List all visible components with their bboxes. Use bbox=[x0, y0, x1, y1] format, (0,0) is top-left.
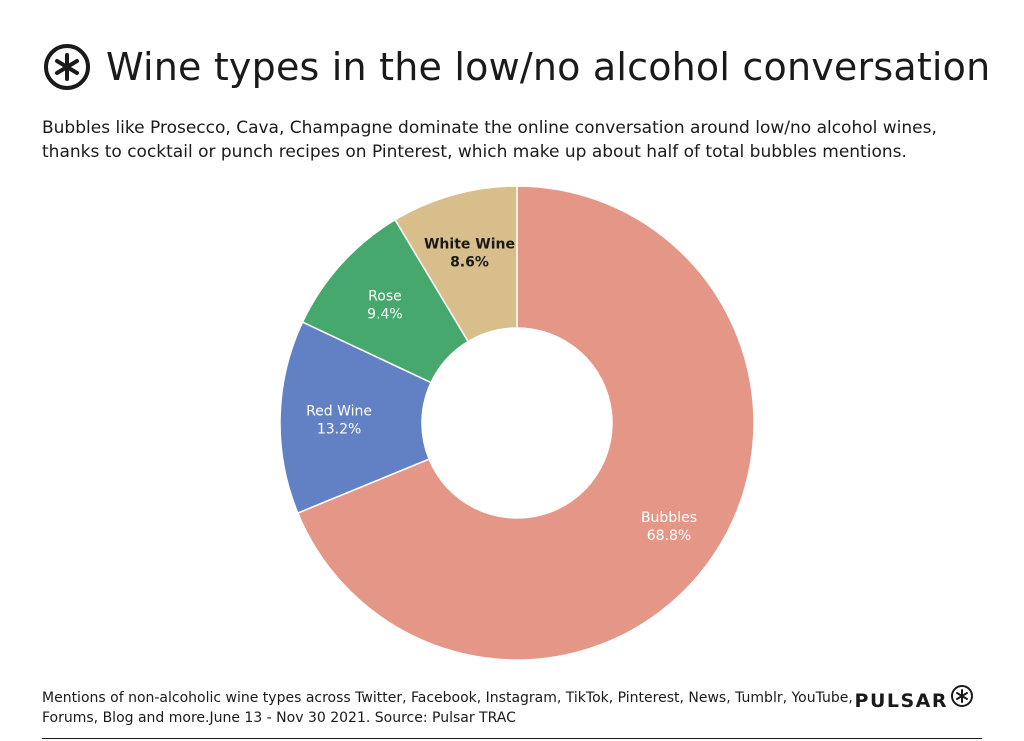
asterisk-circle-icon bbox=[951, 685, 973, 707]
slice-label-rose: Rose bbox=[368, 289, 402, 305]
slice-label-white-wine: White Wine bbox=[424, 236, 515, 252]
page-title: Wine types in the low/no alcohol convers… bbox=[106, 45, 991, 89]
source-note: Mentions of non-alcoholic wine types acr… bbox=[42, 690, 853, 726]
brand-name: PULSAR bbox=[854, 690, 948, 712]
brand-logo: PULSAR bbox=[854, 685, 974, 712]
slice-label-red-wine: Red Wine bbox=[306, 404, 372, 420]
slice-value-red-wine: 13.2% bbox=[317, 422, 361, 438]
donut-chart: Bubbles 68.8% Red Wine 13.2% Rose 9.4% White W… bbox=[279, 185, 755, 661]
slice-label-bubbles: Bubbles bbox=[641, 510, 697, 526]
slice-bubbles bbox=[296, 185, 755, 661]
asterisk-circle-icon bbox=[44, 44, 90, 90]
slice-value-white-wine: 8.6% bbox=[450, 254, 489, 270]
slice-value-rose: 9.4% bbox=[367, 307, 403, 323]
chart-subtitle: Bubbles like Prosecco, Cava, Champagne d… bbox=[42, 118, 937, 162]
slice-red-wine bbox=[279, 321, 433, 514]
title-row: Wine types in the low/no alcohol convers… bbox=[42, 42, 990, 92]
slice-value-bubbles: 68.8% bbox=[647, 528, 691, 544]
slice-white-wine bbox=[394, 185, 518, 343]
bottom-divider bbox=[42, 738, 982, 739]
